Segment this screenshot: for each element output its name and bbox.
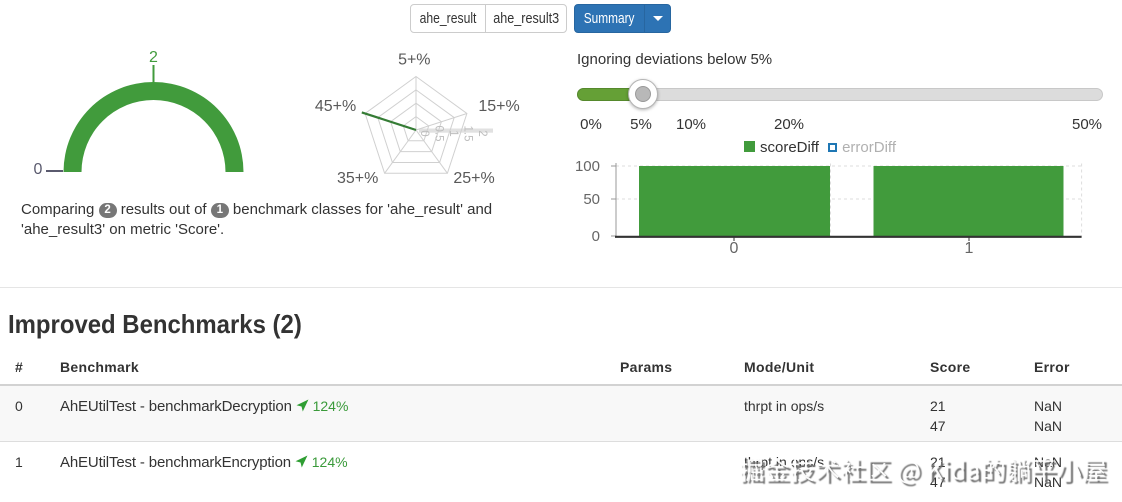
svg-text:0: 0 <box>730 240 739 257</box>
svg-text:2: 2 <box>149 49 158 66</box>
svg-text:1: 1 <box>965 240 974 257</box>
svg-text:45+%: 45+% <box>315 98 356 115</box>
svg-text:1.5: 1.5 <box>462 126 474 142</box>
svg-text:0: 0 <box>418 130 430 136</box>
svg-text:0: 0 <box>592 228 600 245</box>
svg-text:100: 100 <box>575 158 600 175</box>
svg-text:2: 2 <box>476 130 488 136</box>
svg-text:0: 0 <box>34 161 43 178</box>
svg-text:35+%: 35+% <box>337 170 378 187</box>
svg-text:5+%: 5+% <box>398 52 430 69</box>
svg-text:15+%: 15+% <box>478 98 519 115</box>
svg-text:1: 1 <box>447 130 459 136</box>
svg-text:0.5: 0.5 <box>433 126 445 142</box>
svg-text:50: 50 <box>583 191 600 208</box>
svg-text:25+%: 25+% <box>453 170 494 187</box>
